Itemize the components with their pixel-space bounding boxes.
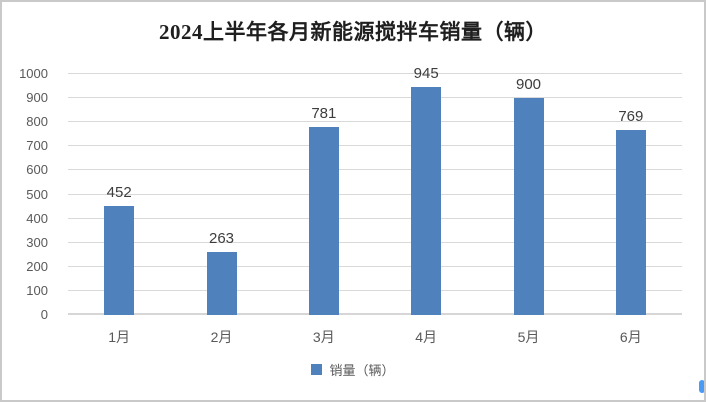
gridline [68,169,682,171]
bar-4月 [411,87,442,315]
x-tick-label: 2月 [210,329,233,345]
bar-6月 [615,129,646,315]
bar-value-label: 781 [311,104,337,122]
y-tick-label: 700 [26,138,48,154]
legend: 销量（辆） [2,360,704,379]
y-tick-label: 800 [26,114,48,130]
legend-label: 销量（辆） [329,363,395,378]
y-tick-label: 400 [26,210,48,226]
bar-value-label: 263 [208,229,235,247]
gridline [68,241,682,243]
x-tick-label: 4月 [415,329,438,345]
x-tick-label: 3月 [312,329,335,345]
y-tick-label: 500 [26,186,48,202]
y-tick-label: 0 [40,307,48,322]
gridline [68,97,682,99]
bar-3月 [308,126,339,315]
y-tick-label: 600 [26,162,48,178]
y-tick-label: 300 [26,234,48,250]
x-tick-label: 5月 [517,329,540,345]
gridline [68,313,682,315]
gridline [68,121,682,123]
x-tick-label: 1月 [108,329,131,345]
x-tick-label: 6月 [619,329,642,345]
bar-1月 [104,206,135,315]
bar-value-label: 452 [106,184,132,202]
chart-title: 2024上半年各月新能源搅拌车销量（辆） [159,20,547,44]
gridline [68,73,682,74]
bar-value-label: 900 [515,76,542,94]
y-tick-label: 100 [26,282,48,298]
bar-5月 [513,98,544,315]
gridline [68,217,682,219]
bar-value-label: 769 [618,107,644,125]
blue-edge-artifact [699,380,704,393]
bar-2月 [206,251,237,315]
plot-area: 452 263 781 945 900 769 [68,65,682,315]
y-tick-label: 200 [26,258,48,274]
gridline [68,265,682,267]
legend-swatch-icon [311,364,323,375]
gridline [68,193,682,195]
y-tick-label: 1000 [19,66,48,81]
bar-value-label: 945 [413,65,439,83]
gridline [68,145,682,147]
y-tick-label: 900 [26,90,48,106]
gridline [68,289,682,291]
